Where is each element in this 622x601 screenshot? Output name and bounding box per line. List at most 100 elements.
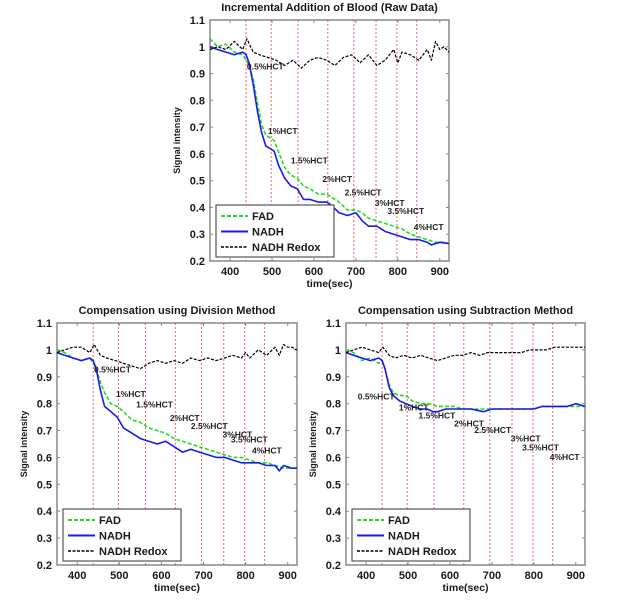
- y-tick-label: 0.2: [190, 256, 205, 268]
- x-tick-label: 700: [194, 570, 212, 582]
- y-tick-label: 0.3: [326, 533, 341, 545]
- hct-annotation: 0.5%HCT: [94, 365, 132, 375]
- x-tick-label: 800: [236, 570, 254, 582]
- hct-annotation: 3.5%HCT: [522, 443, 560, 453]
- chart-title: Compensation using Division Method: [79, 305, 276, 317]
- y-tick-label: 0.6: [190, 149, 205, 161]
- hct-annotation: 1.5%HCT: [291, 155, 329, 165]
- x-axis-label: time(sec): [442, 582, 488, 594]
- x-tick-label: 900: [279, 570, 297, 582]
- y-tick-label: 0.5: [326, 479, 341, 491]
- x-tick-label: 600: [152, 570, 170, 582]
- x-tick-label: 900: [431, 266, 449, 278]
- legend-label: NADH Redox: [99, 546, 168, 558]
- hct-annotation: 2%HCT: [322, 174, 353, 184]
- x-tick-label: 800: [389, 266, 407, 278]
- x-tick-label: 700: [347, 266, 365, 278]
- legend-label: NADH: [388, 531, 420, 543]
- y-tick-label: 0.6: [37, 452, 52, 464]
- hct-annotation: 3.5%HCT: [387, 206, 425, 216]
- hct-annotation: 2%HCT: [170, 413, 201, 423]
- chart-title: Incremental Addition of Blood (Raw Data): [221, 2, 438, 14]
- x-tick-label: 400: [357, 570, 375, 582]
- x-axis-label: time(sec): [154, 582, 200, 594]
- y-tick-label: 1.1: [190, 15, 205, 27]
- x-tick-label: 900: [567, 570, 585, 582]
- y-tick-label: 0.8: [37, 399, 52, 411]
- series-line-fad: [209, 38, 450, 245]
- x-tick-label: 800: [525, 570, 543, 582]
- y-tick-label: 0.7: [37, 426, 52, 438]
- legend-box: [62, 508, 182, 562]
- chart-panel-raw: Incremental Addition of Blood (Raw Data)…: [172, 2, 450, 290]
- y-tick-label: 0.6: [326, 452, 341, 464]
- y-tick-label: 0.8: [190, 95, 205, 107]
- hct-annotation: 4%HCT: [550, 452, 581, 462]
- y-tick-label: 1.1: [326, 318, 341, 330]
- y-tick-label: 0.5: [37, 479, 52, 491]
- y-tick-label: 1: [46, 345, 52, 357]
- legend-label: NADH: [99, 531, 131, 543]
- y-tick-label: 0.3: [37, 533, 52, 545]
- hct-annotation: 1.5%HCT: [136, 400, 174, 410]
- x-tick-label: 400: [68, 570, 86, 582]
- legend-label: NADH Redox: [252, 242, 321, 254]
- y-tick-label: 0.5: [190, 176, 205, 188]
- y-axis-label: Signal intensity: [172, 107, 182, 174]
- hct-annotation: 3%HCT: [222, 429, 253, 439]
- legend-label: FAD: [388, 515, 410, 527]
- series-line-nadh-redox: [56, 343, 298, 370]
- y-tick-label: 0.9: [37, 372, 52, 384]
- hct-annotation: 2.5%HCT: [474, 425, 512, 435]
- hct-annotation: 3.5%HCT: [231, 435, 269, 445]
- y-tick-label: 0.7: [190, 122, 205, 134]
- x-axis-label: time(sec): [306, 278, 352, 290]
- chart-title: Compensation using Subtraction Method: [358, 305, 573, 317]
- y-tick-label: 0.7: [326, 426, 341, 438]
- hct-annotation: 0.5%HCT: [247, 62, 285, 72]
- series-line-nadh: [56, 351, 297, 472]
- hct-annotation: 2.5%HCT: [191, 421, 229, 431]
- x-tick-label: 500: [263, 266, 281, 278]
- y-tick-label: 0.9: [190, 69, 205, 81]
- x-tick-label: 600: [441, 570, 459, 582]
- legend-label: FAD: [99, 515, 121, 527]
- x-tick-label: 700: [483, 570, 501, 582]
- hct-annotation: 3%HCT: [511, 433, 542, 443]
- series-line-nadh: [345, 351, 586, 413]
- y-tick-label: 0.2: [37, 560, 52, 572]
- hct-annotation: 3%HCT: [375, 198, 406, 208]
- hct-annotation: 2.5%HCT: [345, 187, 383, 197]
- x-tick-label: 400: [221, 266, 239, 278]
- y-tick-label: 0.4: [326, 506, 342, 518]
- legend-label: NADH Redox: [388, 546, 457, 558]
- y-tick-label: 0.8: [326, 399, 341, 411]
- legend-label: NADH: [252, 227, 284, 239]
- y-tick-label: 0.3: [190, 229, 205, 241]
- series-line-nadh-redox: [209, 38, 450, 69]
- chart-panel-subtraction: Compensation using Subtraction Method 400…: [308, 305, 586, 594]
- series-line-nadh: [209, 46, 450, 246]
- y-tick-label: 0.4: [190, 202, 206, 214]
- hct-annotation: 4%HCT: [414, 222, 445, 232]
- y-axis-label: Signal intensity: [308, 411, 318, 478]
- y-tick-label: 1.1: [37, 318, 52, 330]
- legend-label: FAD: [252, 211, 274, 223]
- hct-annotation: 1.5%HCT: [419, 410, 457, 420]
- hct-annotation: 1%HCT: [268, 126, 299, 136]
- hct-annotation: 0.5%HCT: [358, 392, 396, 402]
- y-tick-label: 0.2: [326, 560, 341, 572]
- x-tick-label: 500: [110, 570, 128, 582]
- chart-panel-division: Compensation using Division Method 400 500…: [19, 305, 298, 594]
- y-tick-label: 1: [335, 345, 341, 357]
- hct-annotation: 1%HCT: [116, 389, 147, 399]
- y-tick-label: 0.9: [326, 372, 341, 384]
- hct-annotation: 4%HCT: [252, 445, 283, 455]
- hct-annotation: 2%HCT: [454, 419, 485, 429]
- hct-annotation: 1%HCT: [399, 402, 430, 412]
- x-tick-label: 500: [399, 570, 417, 582]
- x-tick-label: 600: [305, 266, 323, 278]
- y-tick-label: 1: [199, 42, 205, 54]
- y-axis-label: Signal intensity: [19, 411, 29, 478]
